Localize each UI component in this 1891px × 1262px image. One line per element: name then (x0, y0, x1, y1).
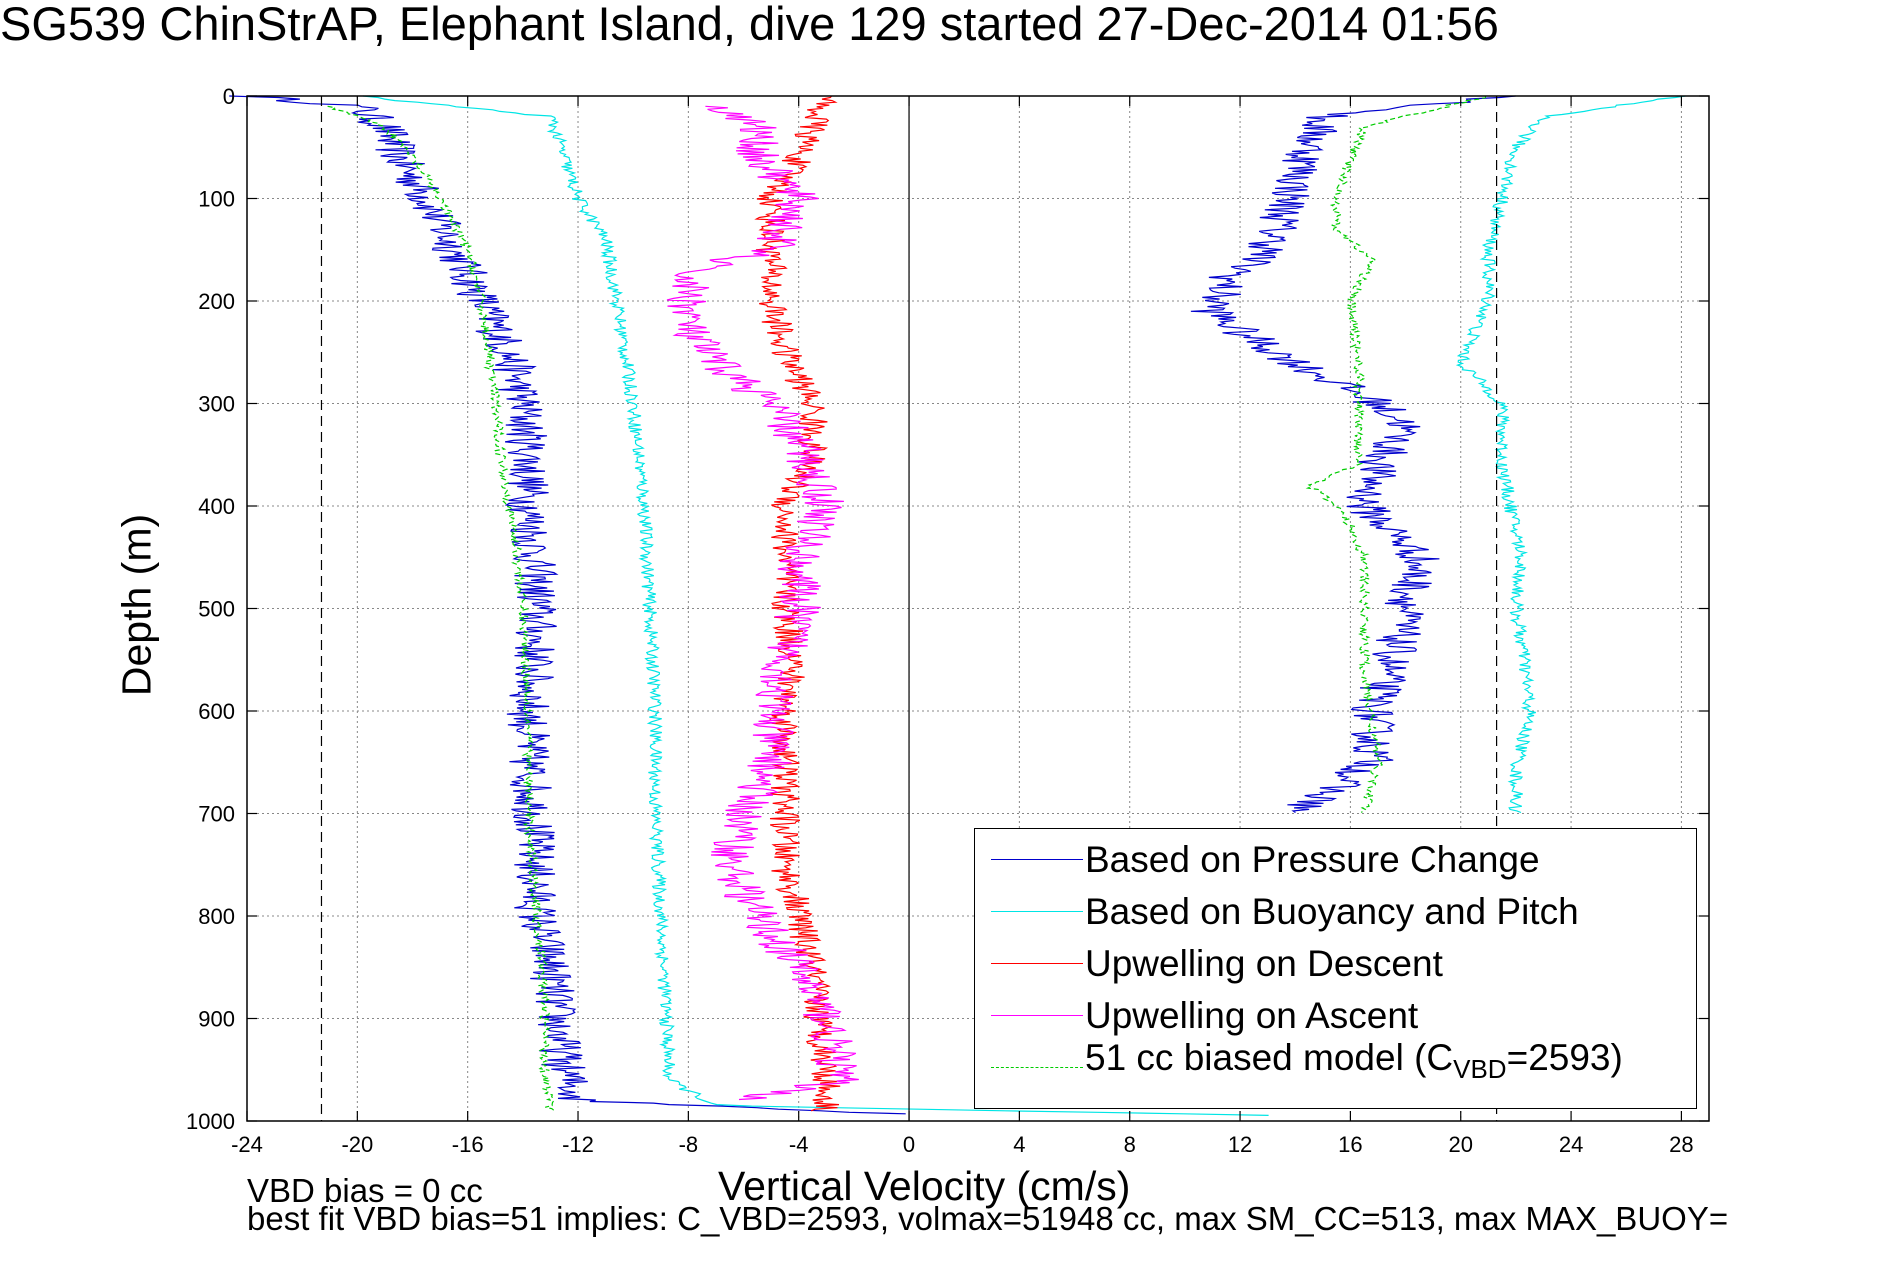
x-tick-label: -20 (341, 1132, 373, 1157)
series-1-descent-line (362, 95, 1269, 1116)
legend-swatch-model (991, 1067, 1083, 1068)
best-fit-note: best fit VBD bias=51 implies: C_VBD=2593… (247, 1200, 1729, 1237)
legend-label-ascent: Upwelling on Ascent (1085, 995, 1419, 1036)
series-3-ascent-line (666, 105, 859, 1101)
x-tick-label: 28 (1669, 1132, 1693, 1157)
y-tick-label: 300 (198, 392, 235, 417)
x-tick-label: 12 (1228, 1132, 1252, 1157)
y-tick-label: 100 (198, 187, 235, 212)
vbd-bias-note: VBD bias = 0 cc (247, 1172, 483, 1209)
series-1-ascent-line (1455, 95, 1686, 814)
legend-item-model: 51 cc biased model (CVBD=2593) (975, 1033, 1696, 1084)
x-tick-label: -24 (231, 1132, 263, 1157)
y-tick-label: 700 (198, 802, 235, 827)
x-tick-label: 24 (1559, 1132, 1583, 1157)
x-tick-label: 16 (1338, 1132, 1362, 1157)
series-4-ascent-line (1305, 95, 1487, 813)
legend-swatch-ascent (991, 1015, 1083, 1016)
y-axis-label: Depth (m) (113, 513, 160, 697)
legend-label-model-sub: VBD (1453, 1054, 1507, 1084)
x-tick-label: -4 (789, 1132, 809, 1157)
x-tick-label: 4 (1013, 1132, 1025, 1157)
y-tick-label: 600 (198, 699, 235, 724)
legend-label-model-end: =2593) (1506, 1037, 1623, 1078)
x-tick-label: -8 (679, 1132, 699, 1157)
x-tick-label: 8 (1124, 1132, 1136, 1157)
legend-swatch-descent (991, 963, 1083, 964)
legend-label-descent: Upwelling on Descent (1085, 943, 1443, 984)
y-tick-label: 900 (198, 1007, 235, 1032)
legend-label-model-main: 51 cc biased model (C (1085, 1037, 1454, 1078)
legend-label-pressure: Based on Pressure Change (1085, 839, 1540, 880)
legend-swatch-pressure (991, 859, 1083, 860)
x-tick-label: 20 (1448, 1132, 1472, 1157)
series-4-descent-line (327, 105, 555, 1111)
legend-label-buoyancy: Based on Buoyancy and Pitch (1085, 891, 1579, 932)
legend: Based on Pressure Change Based on Buoyan… (974, 828, 1697, 1109)
y-tick-label: 500 (198, 597, 235, 622)
series-0-ascent-line (1190, 95, 1516, 813)
y-tick-label: 0 (223, 84, 235, 109)
chart-title: SG539 ChinStrAP, Elephant Island, dive 1… (0, 0, 1499, 50)
legend-swatch-buoyancy (991, 911, 1083, 912)
x-tick-label: 0 (903, 1132, 915, 1157)
legend-item-pressure: Based on Pressure Change (975, 835, 1696, 885)
y-tick-label: 400 (198, 494, 235, 519)
legend-label-model: 51 cc biased model (CVBD=2593) (1085, 1033, 1623, 1094)
series-2-descent-line (754, 95, 841, 1112)
x-axis-label: Vertical Velocity (cm/s) (718, 1163, 1131, 1209)
legend-item-descent: Upwelling on Descent (975, 939, 1696, 989)
y-tick-label: 800 (198, 904, 235, 929)
y-tick-label: 200 (198, 289, 235, 314)
x-tick-label: -16 (452, 1132, 484, 1157)
series-0-descent-line (229, 95, 906, 1115)
legend-item-ascent: Upwelling on Ascent (975, 991, 1696, 1041)
legend-item-buoyancy: Based on Buoyancy and Pitch (975, 887, 1696, 937)
x-tick-label: -12 (562, 1132, 594, 1157)
y-tick-label: 1000 (186, 1109, 235, 1134)
